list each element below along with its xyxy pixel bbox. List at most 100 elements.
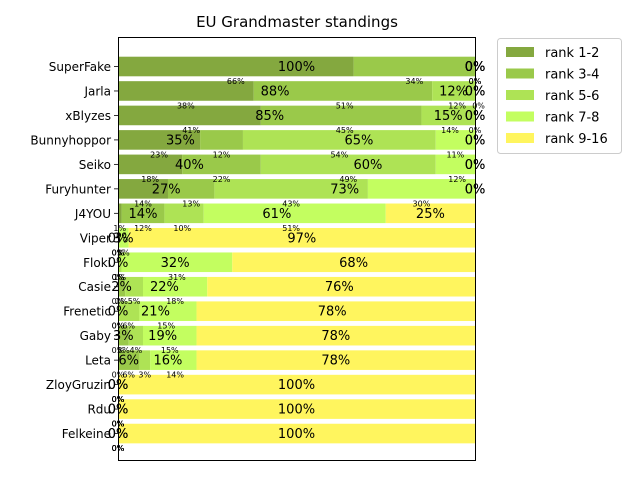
increment-label: 51% bbox=[282, 224, 300, 233]
increment-label: 11% bbox=[446, 150, 464, 159]
cumulative-label: 68% bbox=[339, 256, 368, 271]
bar-segment bbox=[207, 276, 475, 297]
increment-label: 31% bbox=[168, 273, 186, 282]
legend-label: rank 7-8 bbox=[545, 111, 599, 126]
increment-label: 15% bbox=[161, 346, 179, 355]
cumulative-label: 78% bbox=[321, 329, 350, 344]
bar-segment bbox=[353, 56, 475, 77]
cumulative-label: 27% bbox=[152, 182, 181, 197]
cumulative-label: 100% bbox=[278, 427, 315, 442]
cumulative-label: 22% bbox=[150, 280, 179, 295]
increment-label: 4% bbox=[129, 346, 142, 355]
bar-segment bbox=[142, 325, 197, 346]
bar-segment bbox=[118, 105, 261, 126]
bar-segment bbox=[196, 301, 476, 321]
increment-label: 3% bbox=[117, 346, 130, 355]
y-tick-label: Casie bbox=[78, 280, 111, 294]
increment-label: 41% bbox=[182, 126, 200, 135]
bar-segment bbox=[435, 154, 475, 175]
cumulative-label: 85% bbox=[255, 109, 284, 124]
legend-label: rank 3-4 bbox=[545, 68, 599, 83]
bar-segment bbox=[164, 203, 204, 224]
bar-segment bbox=[167, 179, 215, 199]
bars-group bbox=[118, 56, 476, 444]
increment-label: 23% bbox=[150, 150, 168, 159]
y-tick-label: Floki bbox=[83, 256, 111, 270]
cumulative-label: 6% bbox=[118, 354, 139, 369]
y-tick-label: Seiko bbox=[79, 158, 111, 172]
cumulative-label: 12% bbox=[439, 84, 468, 99]
y-tick-label: xBlyzes bbox=[65, 109, 111, 123]
bar-segment bbox=[385, 203, 475, 224]
increment-label: 1% bbox=[113, 224, 126, 233]
legend-label: rank 5-6 bbox=[545, 89, 599, 104]
cumulative-label: 2% bbox=[111, 280, 132, 295]
y-tick-label: Frenetic bbox=[63, 305, 111, 319]
increment-label: 2% bbox=[115, 297, 128, 306]
bar-segment bbox=[182, 154, 261, 175]
y-tick-label: Jarla bbox=[83, 84, 111, 98]
cumulative-label: 15% bbox=[434, 109, 463, 124]
bar-segment bbox=[118, 423, 475, 444]
y-tick-label: Felkeine bbox=[62, 427, 111, 441]
bar-segment bbox=[118, 399, 475, 419]
bar-segment bbox=[118, 56, 354, 77]
bar-segment bbox=[121, 203, 165, 224]
bar-segment bbox=[118, 227, 129, 248]
bar-segment bbox=[260, 105, 422, 126]
legend-frame bbox=[497, 38, 622, 154]
bar-segment bbox=[260, 154, 436, 175]
legend-label: rank 9-16 bbox=[545, 132, 608, 147]
cumulative-label: 3% bbox=[113, 329, 134, 344]
bar-segment bbox=[118, 179, 168, 199]
y-tick-label: Furyhunter bbox=[45, 182, 111, 196]
increment-label: 22% bbox=[213, 175, 231, 184]
bar-segment bbox=[200, 130, 243, 150]
bar-segment bbox=[150, 350, 197, 370]
increment-label: 18% bbox=[141, 175, 159, 184]
bar-segment bbox=[118, 81, 254, 101]
increment-label: 0% bbox=[472, 101, 485, 110]
y-tick-label: Leta bbox=[85, 354, 111, 368]
bar-segment bbox=[203, 203, 386, 224]
cumulative-label: 100% bbox=[278, 60, 315, 75]
increment-label: 54% bbox=[330, 150, 348, 159]
bar-segment bbox=[253, 81, 433, 101]
cumulative-label: 19% bbox=[148, 329, 177, 344]
increment-label: 14% bbox=[134, 199, 152, 208]
bar-segment bbox=[196, 350, 476, 370]
legend-swatch bbox=[506, 111, 534, 122]
increment-label: 13% bbox=[182, 199, 200, 208]
cumulative-label: 65% bbox=[345, 133, 374, 148]
bar-segment bbox=[242, 130, 436, 150]
legend-swatch bbox=[506, 68, 534, 79]
increment-label: 30% bbox=[413, 199, 431, 208]
legend: rank 1-2 rank 3-4 rank 5-6 rank 7-8 rank 9-1… bbox=[497, 38, 622, 154]
increment-label: 49% bbox=[339, 175, 357, 184]
cumulative-label: 35% bbox=[166, 133, 195, 148]
bar-segment bbox=[196, 325, 476, 346]
bar-segment bbox=[118, 276, 126, 297]
bar-segment bbox=[118, 325, 129, 346]
bar-segment bbox=[128, 325, 143, 346]
legend-swatch bbox=[506, 90, 534, 100]
increment-label: 12% bbox=[134, 224, 152, 233]
cumulative-label: 73% bbox=[330, 182, 359, 197]
cumulative-label: 88% bbox=[261, 84, 290, 99]
bar-segment bbox=[128, 227, 475, 248]
bar-segment bbox=[118, 374, 475, 395]
cumulative-label: 60% bbox=[353, 158, 382, 173]
cumulative-label: 25% bbox=[416, 207, 445, 222]
increment-label: 14% bbox=[441, 126, 459, 135]
cumulative-label: 100% bbox=[278, 378, 315, 393]
bar-segment bbox=[367, 179, 475, 199]
legend-label: rank 1-2 bbox=[545, 46, 599, 61]
bar-segment bbox=[118, 203, 122, 224]
cumulative-label: 16% bbox=[154, 354, 183, 369]
bar-segment bbox=[142, 276, 208, 297]
cumulative-label: 32% bbox=[161, 256, 190, 271]
increment-label: 38% bbox=[177, 101, 195, 110]
increment-label: 3% bbox=[117, 248, 130, 257]
y-tick-label: ZloyGruzin bbox=[46, 378, 111, 392]
